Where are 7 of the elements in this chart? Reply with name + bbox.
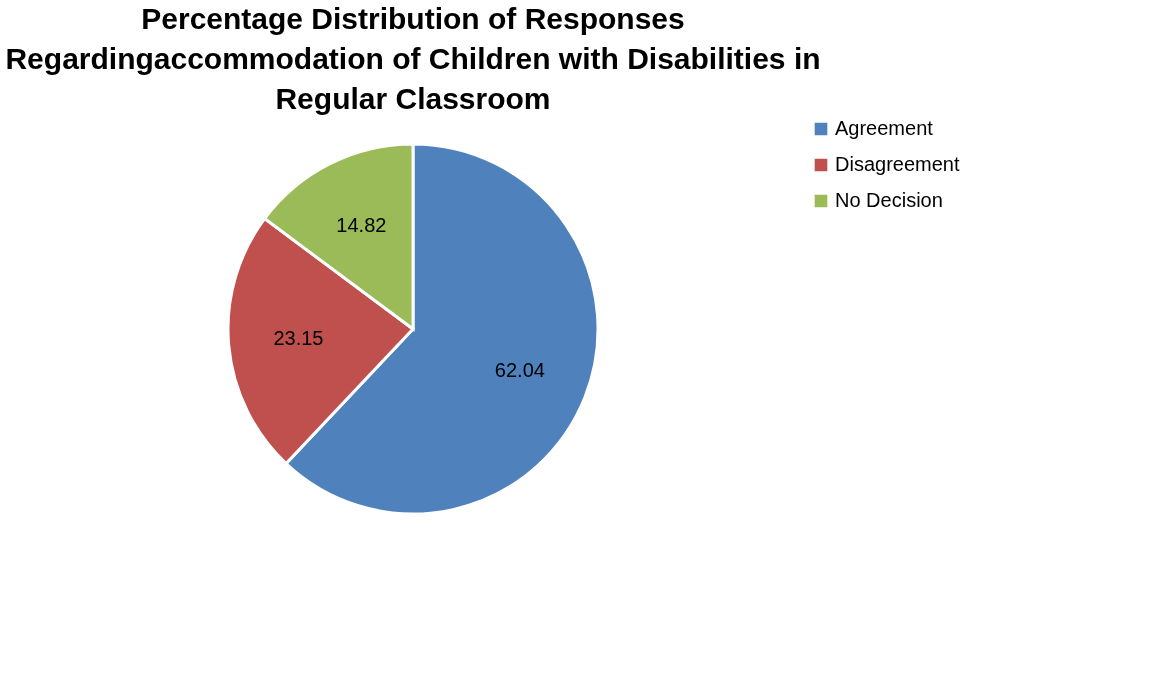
chart-title: Percentage Distribution of Responses Regardingaccommodation of Children with Disabilities in Regular Classroom <box>5 2 821 115</box>
legend-label: No Decision <box>835 189 943 211</box>
legend-label: Agreement <box>835 117 934 139</box>
data-label: 23.15 <box>273 327 324 350</box>
data-label: 14.82 <box>336 214 387 237</box>
legend-label: Disagreement <box>835 153 960 175</box>
data-label: 62.04 <box>494 359 545 382</box>
